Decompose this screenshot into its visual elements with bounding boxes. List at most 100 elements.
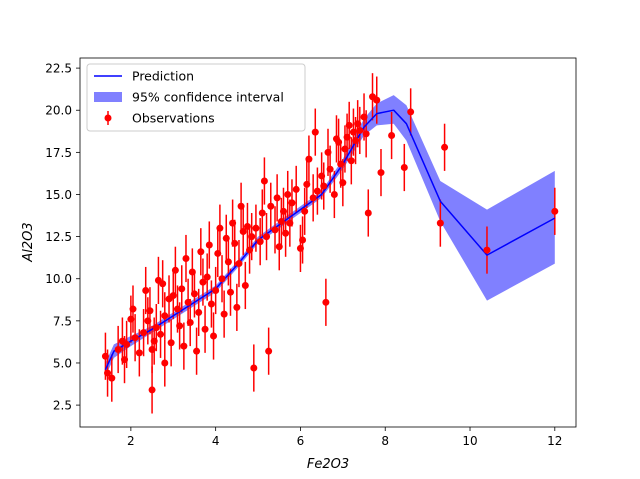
y-tick-label: 20.0 — [45, 104, 72, 118]
observation-point — [150, 337, 158, 345]
confidence-band — [105, 95, 555, 377]
observation-point — [169, 292, 177, 300]
x-tick-label: 6 — [297, 434, 305, 448]
observation-point — [279, 207, 287, 215]
observation-point — [311, 128, 319, 136]
observation-point — [343, 133, 351, 141]
observation-point — [286, 219, 294, 227]
observation-point — [131, 334, 139, 342]
observation-point — [248, 233, 256, 241]
observation-point — [201, 325, 209, 333]
observation-point — [220, 310, 228, 318]
observation-point — [292, 185, 300, 193]
observation-point — [188, 268, 196, 276]
observation-point — [341, 145, 349, 153]
x-tick-label: 2 — [127, 434, 135, 448]
y-tick-label: 10.0 — [45, 272, 72, 286]
observation-point — [243, 222, 251, 230]
observation-point — [373, 96, 381, 104]
y-tick-label: 5.0 — [53, 356, 72, 370]
observation-point — [303, 180, 311, 188]
observation-point — [123, 340, 131, 348]
observation-point — [205, 241, 213, 249]
y-axis-label: Al2O3 — [21, 222, 36, 262]
observation-point — [271, 226, 279, 234]
legend-box — [86, 63, 306, 132]
observation-point — [127, 315, 135, 323]
observation-point — [193, 347, 201, 355]
observation-point — [320, 182, 328, 190]
observation-point — [161, 312, 169, 320]
legend: Prediction 95% confidence interval Obser… — [86, 63, 306, 132]
observation-point — [129, 305, 137, 313]
observation-point — [224, 258, 232, 266]
observation-point — [352, 137, 360, 145]
observation-point — [263, 233, 271, 241]
observation-point — [335, 138, 343, 146]
observation-point — [140, 329, 148, 337]
observation-point — [108, 374, 116, 382]
observation-point — [275, 243, 283, 251]
observation-point — [441, 143, 449, 151]
observation-point — [174, 305, 182, 313]
observation-point — [284, 190, 292, 198]
observation-point — [159, 280, 167, 288]
observation-point — [296, 244, 304, 252]
y-axis: 2.5 5.0 7.5 10.0 12.5 15.0 17.5 20.0 22.5 — [45, 62, 80, 413]
observation-point — [226, 288, 234, 296]
observation-point — [207, 300, 215, 308]
observation-point — [400, 164, 408, 172]
observation-point — [212, 287, 220, 295]
observation-point — [231, 239, 239, 247]
observation-point — [360, 113, 368, 121]
observation-point — [214, 249, 222, 257]
observation-point — [199, 278, 207, 286]
observation-point — [313, 187, 321, 195]
observation-point — [210, 332, 218, 340]
observation-point — [282, 229, 290, 237]
observation-point — [157, 330, 165, 338]
observation-point — [101, 352, 109, 360]
observation-point — [330, 190, 338, 198]
observation-point — [161, 359, 169, 367]
observation-point — [176, 322, 184, 330]
observation-point — [218, 275, 226, 283]
observation-point — [239, 228, 247, 236]
observation-points — [101, 93, 559, 394]
observation-point — [148, 386, 156, 394]
observation-point — [265, 347, 273, 355]
observation-point — [377, 169, 385, 177]
observation-point — [241, 281, 249, 289]
observation-point — [178, 285, 186, 293]
x-tick-label: 8 — [381, 434, 389, 448]
x-tick-label: 4 — [212, 434, 220, 448]
y-tick-label: 22.5 — [45, 62, 72, 76]
observation-point — [180, 342, 188, 350]
observation-point — [345, 121, 353, 129]
observation-point — [260, 177, 268, 185]
legend-band-swatch — [94, 92, 122, 102]
observation-point — [144, 317, 152, 325]
observation-point — [364, 209, 372, 217]
x-axis-label: Fe2O3 — [307, 457, 349, 472]
observation-point — [362, 130, 370, 138]
legend-observations-marker — [104, 114, 112, 122]
observation-point — [216, 224, 224, 232]
observation-point — [104, 369, 112, 377]
observation-point — [256, 238, 264, 246]
observation-point — [301, 207, 309, 215]
observation-point — [436, 219, 444, 227]
y-tick-label: 15.0 — [45, 188, 72, 202]
legend-prediction-label: Prediction — [132, 69, 194, 84]
observation-point — [267, 202, 275, 210]
observation-point — [318, 172, 326, 180]
observation-point — [299, 236, 307, 244]
observation-point — [407, 108, 415, 116]
x-tick-label: 12 — [547, 434, 562, 448]
observation-point — [326, 165, 334, 173]
observation-point — [195, 308, 203, 316]
observation-point — [222, 234, 230, 242]
observation-point — [277, 217, 285, 225]
observation-point — [197, 248, 205, 256]
observation-point — [152, 324, 160, 332]
